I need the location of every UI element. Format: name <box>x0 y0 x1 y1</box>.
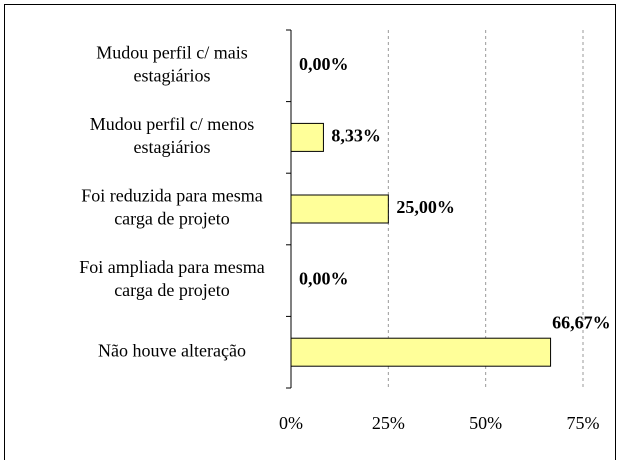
value-label: 25,00% <box>396 197 455 217</box>
category-label: Foi ampliada para mesma <box>79 257 264 277</box>
value-label: 0,00% <box>299 269 349 289</box>
value-label: 0,00% <box>299 54 349 74</box>
category-label: estagiários <box>134 65 211 85</box>
value-label: 66,67% <box>552 312 611 332</box>
frame <box>4 4 616 460</box>
x-tick-label: 50% <box>469 413 502 433</box>
bar <box>290 122 324 152</box>
bar <box>290 194 389 224</box>
category-label: carga de projeto <box>114 209 230 229</box>
x-tick-label: 25% <box>372 413 405 433</box>
category-label: Mudou perfil c/ mais <box>96 42 247 62</box>
bar <box>290 337 552 367</box>
category-label: Não houve alteração <box>98 340 246 360</box>
value-label: 8,33% <box>331 126 381 146</box>
category-label: estagiários <box>134 137 211 157</box>
category-label: Mudou perfil c/ menos <box>90 114 254 134</box>
category-label: Foi reduzida para mesma <box>81 186 262 206</box>
x-tick-label: 75% <box>567 413 600 433</box>
x-tick-label: 0% <box>279 413 303 433</box>
category-label: carga de projeto <box>114 280 230 300</box>
